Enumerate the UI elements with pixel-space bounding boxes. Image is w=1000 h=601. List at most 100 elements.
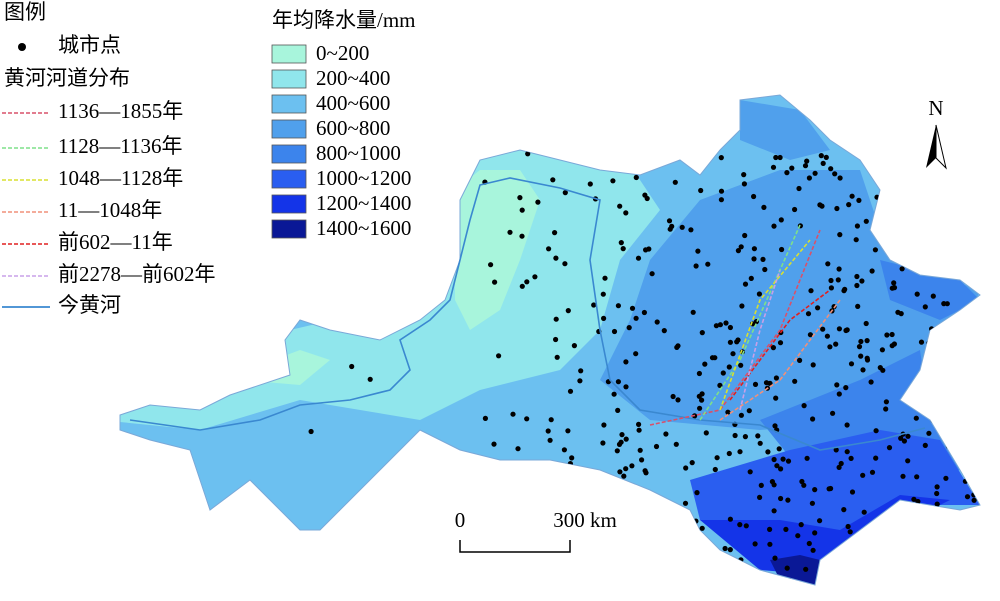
city-point <box>550 177 556 183</box>
precip-swatch <box>271 44 307 64</box>
city-point <box>668 583 675 585</box>
river-legend-title: 黄河河道分布 <box>4 66 130 90</box>
legend-title: 图例 <box>4 0 46 24</box>
city-point <box>683 465 689 471</box>
city-point <box>624 515 630 521</box>
city-point <box>771 482 777 488</box>
city-point <box>672 179 678 185</box>
city-point <box>935 384 942 390</box>
city-point <box>922 304 928 310</box>
city-point <box>778 466 784 472</box>
city-point <box>491 441 497 447</box>
city-point <box>524 279 530 285</box>
city-point <box>613 161 619 167</box>
city-point <box>864 357 871 363</box>
city-point <box>770 345 777 351</box>
city-point <box>830 410 836 416</box>
city-point <box>957 444 964 450</box>
city-point <box>792 206 798 213</box>
city-point <box>349 363 355 370</box>
city-point <box>873 455 879 461</box>
city-point <box>854 563 861 569</box>
city-point <box>929 326 935 332</box>
city-point <box>809 500 816 506</box>
city-point <box>964 494 971 500</box>
city-point <box>675 397 681 403</box>
city-point <box>854 223 861 229</box>
city-point <box>792 378 798 384</box>
city-point <box>808 288 814 294</box>
city-point <box>643 581 649 585</box>
city-point <box>777 340 784 346</box>
city-point <box>535 199 541 205</box>
city-point <box>805 311 812 317</box>
precip-zone <box>690 430 980 540</box>
city-point <box>828 277 834 284</box>
city-point <box>920 181 926 187</box>
city-point <box>497 568 503 574</box>
city-point <box>848 455 854 461</box>
city-point <box>771 223 777 229</box>
city-point <box>817 518 823 524</box>
city-point <box>553 255 559 261</box>
city-point <box>848 361 855 367</box>
city-point <box>578 368 584 374</box>
city-point <box>758 482 764 488</box>
city-point <box>773 154 779 161</box>
legend-label: 前602—11年 <box>58 230 173 254</box>
city-point <box>757 494 763 500</box>
city-point <box>930 417 936 424</box>
city-point <box>712 355 718 361</box>
city-point <box>708 151 714 157</box>
city-label: 城市点 <box>58 33 121 57</box>
city-point <box>553 316 559 322</box>
city-point <box>920 259 926 265</box>
city-point <box>413 262 419 268</box>
city-point <box>856 344 863 350</box>
city-point <box>623 210 629 216</box>
city-point <box>668 544 674 551</box>
city-point <box>771 456 777 463</box>
city-point <box>883 534 889 541</box>
city-point <box>751 193 757 200</box>
city-point <box>528 477 534 483</box>
city-point <box>783 526 789 533</box>
city-point <box>815 305 821 311</box>
city-point <box>552 230 558 236</box>
city-point <box>757 440 763 446</box>
city-point <box>844 449 850 455</box>
city-point <box>974 424 980 430</box>
city-point <box>891 280 897 286</box>
city-point <box>727 547 733 553</box>
city-point <box>935 395 941 401</box>
city-point <box>632 164 638 171</box>
precip-zone <box>880 260 980 320</box>
city-point <box>525 151 531 157</box>
city-point <box>859 530 865 536</box>
city-point <box>742 281 749 287</box>
city-point <box>650 161 656 167</box>
city-point <box>615 303 622 309</box>
city-point <box>517 195 523 201</box>
city-point <box>732 432 738 439</box>
city-point <box>490 519 496 525</box>
city-point <box>762 266 768 273</box>
city-point <box>938 231 944 237</box>
city-point <box>956 264 963 270</box>
river-courses <box>129 177 926 451</box>
city-point <box>513 473 519 479</box>
city-point <box>761 204 767 210</box>
city-point <box>663 534 669 540</box>
city-point <box>771 580 777 585</box>
city-point <box>913 415 919 421</box>
city-point <box>862 537 868 543</box>
city-point <box>953 405 959 411</box>
legend-label: 今黄河 <box>58 293 121 317</box>
city-point <box>424 166 430 172</box>
city-point <box>696 370 703 377</box>
city-point <box>970 333 976 339</box>
legend-label: 1128—1136年 <box>58 134 182 158</box>
city-point <box>485 571 491 577</box>
city-point <box>603 475 610 481</box>
city-point <box>508 526 514 532</box>
